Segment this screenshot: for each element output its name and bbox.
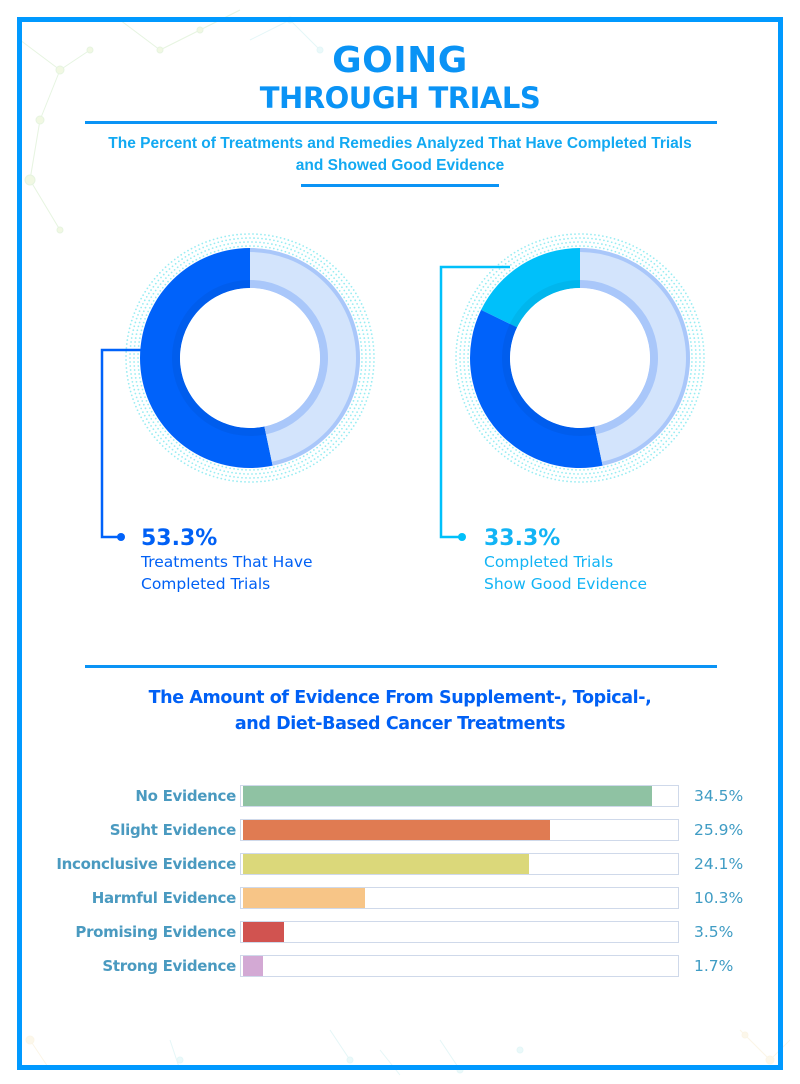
bar-value-label: 34.5% xyxy=(694,787,744,805)
bar-chart-title-line1: The Amount of Evidence From Supplement-,… xyxy=(148,688,652,708)
donut1-label-line1: Treatments That Have xyxy=(141,553,313,571)
donut2-label-line1: Completed Trials xyxy=(484,553,614,571)
donut2-leader-dot xyxy=(458,533,466,541)
donut2-dotted-halo xyxy=(455,233,705,483)
infographic-frame xyxy=(17,17,783,1070)
bar-value-label: 1.7% xyxy=(694,957,734,975)
bar-fill xyxy=(243,854,529,874)
bar-category-label: Promising Evidence xyxy=(75,923,236,941)
donut2-slice-2-inner-band xyxy=(580,280,658,435)
bar-category-label: Harmful Evidence xyxy=(91,889,237,907)
donut1-leader-line xyxy=(100,348,141,539)
bar-fill xyxy=(243,956,264,976)
bar-value-label: 10.3% xyxy=(694,889,744,907)
bar-fill xyxy=(243,786,652,806)
bar-chart-title: The Amount of Evidence From Supplement-,… xyxy=(100,685,700,737)
bar-fill xyxy=(243,888,366,908)
donut1-slice-1-inner-band xyxy=(250,280,328,435)
bar-value-label: 3.5% xyxy=(694,923,734,941)
donut2-slice-0-inner-band xyxy=(509,280,580,328)
bar-row: Strong Evidence 1.7% xyxy=(0,955,800,977)
bar-fill xyxy=(243,820,550,840)
donut-section-subtitle: The Percent of Treatments and Remedies A… xyxy=(108,135,692,174)
bar-track xyxy=(240,887,679,909)
donut2-label-line2: Show Good Evidence xyxy=(484,575,648,593)
donut1-slice-0 xyxy=(139,248,273,468)
donut1-label-line2: Completed Trials xyxy=(141,575,271,593)
donut1-annotation: 53.3% Treatments That Have Completed Tri… xyxy=(141,526,313,595)
bar-value-label: 24.1% xyxy=(694,855,744,873)
bar-track xyxy=(240,921,679,943)
donut1-dotted-halo xyxy=(125,233,375,483)
bar-track xyxy=(240,853,679,875)
title-divider xyxy=(85,121,717,124)
bar-category-label: No Evidence xyxy=(135,787,236,805)
bar-row: Slight Evidence 25.9% xyxy=(0,819,800,841)
bar-category-label: Slight Evidence xyxy=(109,821,237,839)
bar-chart-title-line2: and Diet-Based Cancer Treatments xyxy=(234,714,566,734)
bar-value-label: 25.9% xyxy=(694,821,744,839)
bar-row: No Evidence 34.5% xyxy=(0,785,800,807)
donut2-leader-line xyxy=(439,265,510,539)
donut2-slice-2 xyxy=(580,248,690,466)
donut1-leader-dot xyxy=(117,533,125,541)
bar-track xyxy=(240,819,679,841)
donut2-slice-1-inner-band xyxy=(502,323,597,437)
donut2-annotation: 33.3% Completed Trials Show Good Evidenc… xyxy=(484,526,647,595)
bar-row: Inconclusive Evidence 24.1% xyxy=(0,853,800,875)
donut-charts xyxy=(100,233,705,541)
bar-row: Harmful Evidence 10.3% xyxy=(0,887,800,909)
donut1-slice-1 xyxy=(250,248,360,466)
bar-track xyxy=(240,785,679,807)
bar-row: Promising Evidence 3.5% xyxy=(0,921,800,943)
donut2-value: 33.3% xyxy=(484,526,561,551)
donut2-hole xyxy=(510,288,650,428)
title-line-1: GOING xyxy=(332,40,468,81)
section-divider xyxy=(85,665,717,668)
bar-category-label: Strong Evidence xyxy=(102,957,236,975)
subtitle-divider xyxy=(301,184,499,187)
bar-track xyxy=(240,955,679,977)
bar-fill xyxy=(243,922,285,942)
donut2-slice-0 xyxy=(481,248,580,328)
bar-category-label: Inconclusive Evidence xyxy=(56,855,236,873)
donut1-value: 53.3% xyxy=(141,526,218,551)
title-line-2: THROUGH TRIALS xyxy=(259,81,541,115)
donut1-hole xyxy=(180,288,320,428)
